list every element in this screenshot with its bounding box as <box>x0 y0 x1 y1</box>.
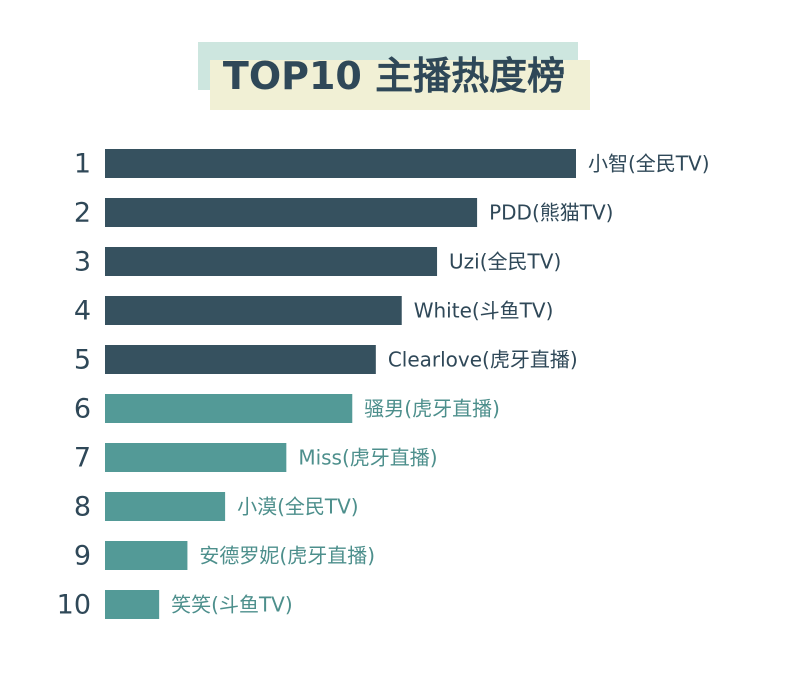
bar <box>105 198 478 227</box>
chart-title: TOP10 主播热度榜 <box>222 54 566 98</box>
rank-label: 2 <box>74 198 91 229</box>
rank-label: 7 <box>74 443 91 474</box>
bar-data-label: White(斗鱼TV) <box>414 299 554 323</box>
bar-data-label: 小智(全民TV) <box>588 152 710 176</box>
bar-data-label: Uzi(全民TV) <box>449 250 561 274</box>
bar-data-label: Miss(虎牙直播) <box>298 446 437 470</box>
rank-label: 6 <box>74 394 91 425</box>
bar <box>105 590 160 619</box>
rank-label: 9 <box>74 541 91 572</box>
title-block: TOP10 主播热度榜 <box>198 42 590 110</box>
rank-label: 1 <box>74 149 91 180</box>
rank-label: 5 <box>74 345 91 376</box>
bar-data-label: 骚男(虎牙直播) <box>364 397 500 421</box>
bar-data-label: 小漠(全民TV) <box>237 495 359 519</box>
bar-data-label: 笑笑(斗鱼TV) <box>171 593 293 617</box>
bar <box>105 443 287 472</box>
bar-data-label: PDD(熊猫TV) <box>489 201 613 225</box>
bar <box>105 394 353 423</box>
bar-data-label: 安德罗妮(虎牙直播) <box>199 544 375 568</box>
bar <box>105 149 576 178</box>
bar <box>105 345 376 374</box>
rank-label: 10 <box>57 590 91 621</box>
bar <box>105 247 438 276</box>
bar <box>105 541 188 570</box>
bar <box>105 296 402 325</box>
bar-data-label: Clearlove(虎牙直播) <box>388 348 578 372</box>
bar <box>105 492 226 521</box>
rank-label: 4 <box>74 296 91 327</box>
rank-label: 8 <box>74 492 91 523</box>
title-highlight-front <box>210 60 590 110</box>
rank-label: 3 <box>74 247 91 278</box>
